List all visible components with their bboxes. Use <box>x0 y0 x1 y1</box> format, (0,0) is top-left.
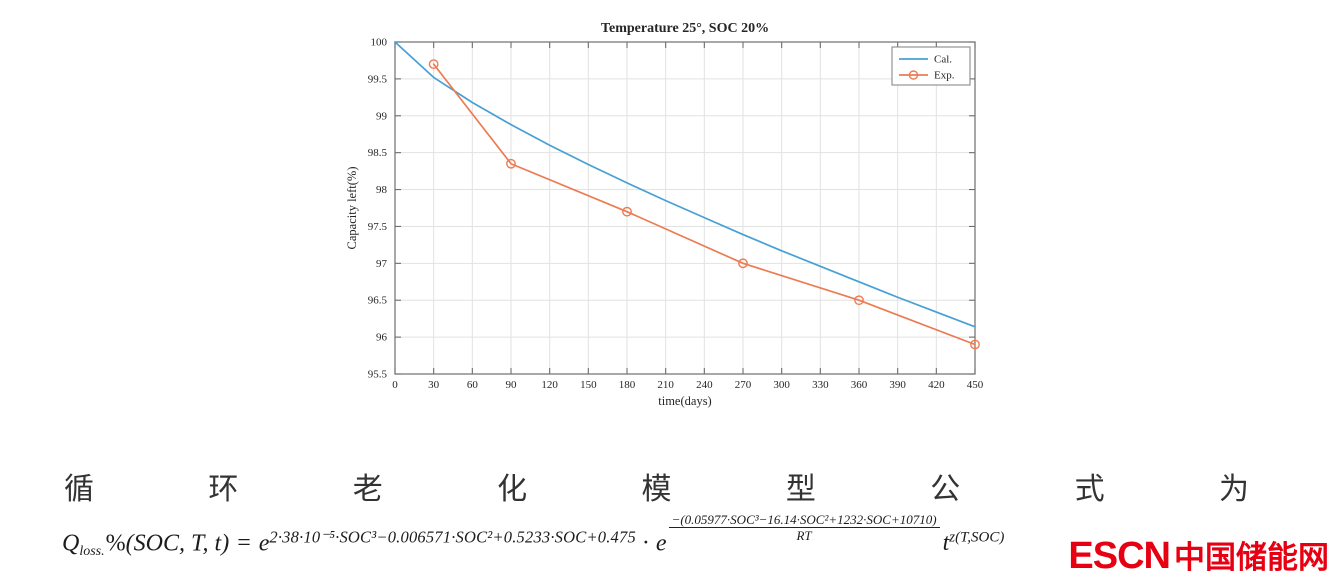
capacity-degradation-chart: 0 30 60 90 120 150 180 210 240 270 300 330 360 390 420… <box>340 12 1000 412</box>
formula-fraction: −(0.05977·SOC³−16.14·SOC²+1232·SOC+10710… <box>668 512 940 544</box>
svg-text:Temperature 25°, SOC 20%: Temperature 25°, SOC 20% <box>601 21 769 36</box>
svg-text:120: 120 <box>541 379 558 391</box>
formula-q-subscript: loss. <box>79 544 105 560</box>
formula-percent: % <box>105 530 126 557</box>
svg-text:240: 240 <box>696 379 713 391</box>
escn-logo-latin: ESCN <box>1068 535 1171 577</box>
caption-char: 老 <box>352 473 383 506</box>
caption-char: 式 <box>1074 473 1105 506</box>
svg-text:97: 97 <box>376 258 388 270</box>
caption-char: 公 <box>930 473 961 506</box>
svg-text:420: 420 <box>928 379 945 391</box>
svg-text:98: 98 <box>376 184 388 196</box>
caption-row: 循 环 老 化 模 型 公 式 为 <box>64 464 1249 508</box>
formula-numerator: −(0.05977·SOC³−16.14·SOC²+1232·SOC+10710… <box>671 512 937 527</box>
svg-text:97.5: 97.5 <box>368 221 388 233</box>
svg-text:60: 60 <box>467 379 479 391</box>
escn-logo: ESCN 中国储能网 <box>1068 537 1329 575</box>
caption-char: 循 <box>64 473 94 506</box>
svg-text:Capacity left(%): Capacity left(%) <box>345 167 359 250</box>
formula-args: (SOC, T, t) <box>125 530 230 557</box>
caption-char: 为 <box>1219 473 1249 506</box>
svg-text:390: 390 <box>889 379 906 391</box>
svg-text:360: 360 <box>851 379 868 391</box>
svg-text:180: 180 <box>619 379 636 391</box>
svg-text:450: 450 <box>967 379 984 391</box>
svg-text:95.5: 95.5 <box>368 369 388 381</box>
svg-text:99: 99 <box>376 110 388 122</box>
svg-text:99.5: 99.5 <box>368 73 388 85</box>
formula-dot: · <box>641 530 650 557</box>
svg-text:30: 30 <box>428 379 440 391</box>
caption-char: 型 <box>785 473 816 506</box>
svg-text:210: 210 <box>657 379 674 391</box>
formula-e1: e <box>258 530 270 557</box>
caption-char: 环 <box>208 473 239 506</box>
svg-text:300: 300 <box>773 379 790 391</box>
svg-text:Exp.: Exp. <box>934 70 955 82</box>
svg-text:270: 270 <box>735 379 752 391</box>
formula-e1-exponent: 2·38·10⁻⁵·SOC³−0.006571·SOC²+0.5233·SOC+… <box>269 527 636 547</box>
svg-text:96: 96 <box>376 332 388 344</box>
svg-text:90: 90 <box>506 379 518 391</box>
caption-char: 化 <box>497 473 528 506</box>
chart-svg: 0 30 60 90 120 150 180 210 240 270 300 330 360 390 420… <box>345 21 984 408</box>
svg-text:98.5: 98.5 <box>368 147 388 159</box>
escn-logo-chinese: 中国储能网 <box>1174 540 1329 575</box>
formula-t: t <box>942 530 950 557</box>
svg-text:150: 150 <box>580 379 597 391</box>
svg-text:0: 0 <box>392 379 398 391</box>
formula-q: Q <box>62 530 80 557</box>
svg-text:330: 330 <box>812 379 829 391</box>
formula-e2: e <box>655 530 667 557</box>
svg-text:100: 100 <box>371 37 388 49</box>
svg-text:time(days): time(days) <box>658 394 711 408</box>
svg-text:Cal.: Cal. <box>934 54 952 66</box>
formula-t-exponent: z(T,SOC) <box>949 529 1005 546</box>
caption-char: 模 <box>641 473 672 506</box>
aging-model-formula: Qloss.%(SOC, T, t) = e2·38·10⁻⁵·SOC³−0.006… <box>62 512 1004 560</box>
formula-denominator: RT <box>668 527 940 543</box>
svg-text:96.5: 96.5 <box>368 295 388 307</box>
formula-equals: = <box>237 530 251 557</box>
